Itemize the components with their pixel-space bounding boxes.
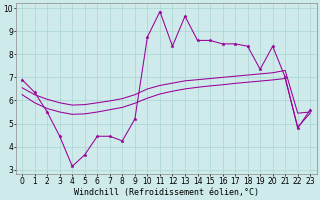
- X-axis label: Windchill (Refroidissement éolien,°C): Windchill (Refroidissement éolien,°C): [74, 188, 259, 197]
